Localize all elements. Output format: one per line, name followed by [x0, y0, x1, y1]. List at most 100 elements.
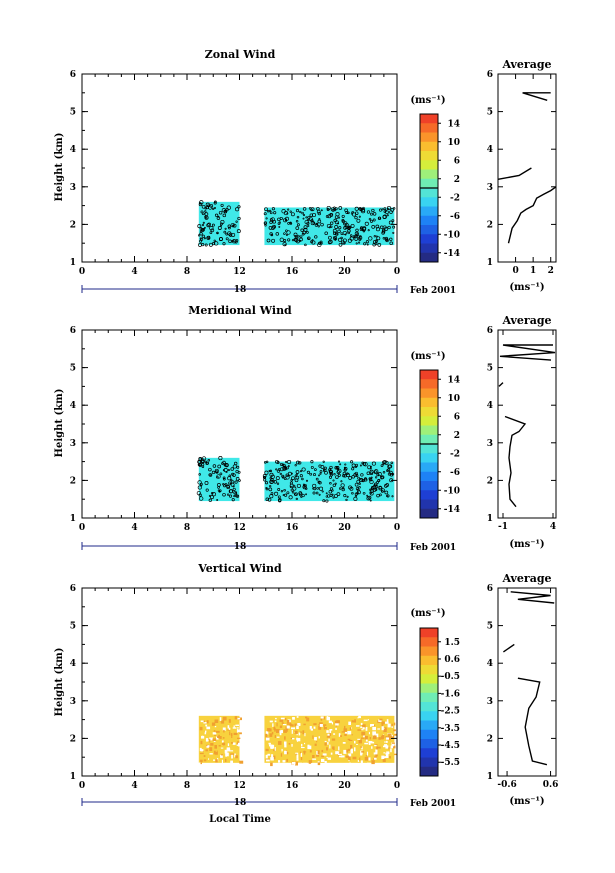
speckle-mark	[203, 722, 207, 724]
speckle-mark	[294, 727, 295, 730]
contour-mark	[275, 476, 280, 481]
speckle-mark	[349, 727, 351, 730]
speckle-mark	[391, 725, 393, 728]
contour-mark	[363, 242, 367, 246]
speckle-mark	[232, 727, 237, 729]
speckle-mark	[223, 742, 225, 746]
speckle-mark	[383, 752, 386, 754]
contour-mark	[217, 464, 222, 469]
contour-mark	[337, 473, 341, 477]
speckle-mark	[300, 731, 302, 733]
contour-mark	[269, 211, 273, 215]
y-tick-label: 2	[70, 220, 76, 230]
contour-mark	[230, 222, 235, 228]
contour-mark	[339, 463, 342, 466]
colorbar-band	[420, 225, 438, 235]
speckle-mark	[200, 759, 203, 763]
speckle-mark	[336, 720, 340, 724]
speckle-mark	[393, 745, 396, 749]
speckle-mark	[270, 762, 273, 767]
contour-mark	[276, 461, 280, 464]
contour-mark	[197, 460, 201, 464]
speckle-mark	[382, 759, 386, 762]
x-tick-label: 20	[338, 523, 351, 533]
speckle-mark	[384, 741, 388, 743]
contour-mark	[354, 215, 358, 220]
contour-mark	[346, 495, 349, 498]
x-tick-label: 0	[79, 781, 85, 791]
speckle-mark	[284, 744, 287, 748]
speckle-mark	[372, 735, 377, 740]
contour-mark	[228, 226, 231, 230]
contour-mark	[358, 215, 361, 218]
speckle-mark	[304, 733, 306, 737]
speckle-mark	[344, 725, 346, 729]
colorbar-band	[420, 508, 438, 519]
contour-mark	[367, 495, 372, 500]
contour-mark	[275, 468, 278, 471]
speckle-mark	[373, 758, 375, 761]
speckle-mark	[348, 758, 351, 761]
contour-mark	[318, 493, 321, 496]
contour-mark	[220, 203, 224, 207]
speckle-mark	[348, 721, 351, 725]
data-region	[198, 457, 240, 502]
contour-mark	[222, 477, 226, 481]
speckle-mark	[312, 755, 315, 759]
contour-mark	[213, 201, 217, 205]
speckle-mark	[214, 745, 217, 749]
speckle-mark	[346, 749, 349, 753]
contour-mark	[214, 200, 217, 204]
contour-mark	[325, 499, 329, 503]
speckle-mark	[227, 729, 231, 731]
contour-mark	[304, 243, 307, 247]
contour-mark	[288, 495, 293, 500]
contour-mark	[223, 210, 228, 214]
speckle-mark	[291, 744, 293, 747]
y-tick-label: 2	[70, 476, 76, 486]
contour-mark	[388, 470, 393, 475]
contour-mark	[345, 498, 348, 502]
speckle-mark	[360, 760, 363, 764]
speckle-mark	[362, 724, 366, 728]
speckle-mark	[328, 738, 330, 742]
profile-x-tick-label: 0	[512, 266, 518, 276]
contour-mark	[264, 470, 269, 475]
contour-mark	[334, 225, 339, 229]
contour-mark	[334, 493, 338, 498]
contour-mark	[273, 211, 277, 215]
speckle-mark	[265, 731, 269, 735]
speckle-mark	[292, 717, 295, 720]
contour-mark	[317, 225, 320, 228]
speckle-mark	[332, 746, 335, 750]
speckle-mark	[296, 758, 299, 761]
contour-mark	[199, 482, 203, 486]
profile-line	[497, 167, 532, 180]
speckle-mark	[310, 760, 313, 763]
contour-mark	[362, 206, 365, 210]
contour-mark	[235, 207, 240, 212]
speckle-mark	[298, 732, 301, 736]
speckle-mark	[321, 717, 323, 721]
speckle-mark	[284, 741, 287, 745]
speckle-mark	[384, 727, 387, 730]
speckle-mark	[233, 725, 235, 728]
contour-mark	[348, 485, 353, 490]
contour-mark	[272, 219, 277, 224]
contour-mark	[378, 486, 383, 491]
colorbar-tick-label: -4.5	[441, 741, 460, 751]
speckle-mark	[235, 724, 239, 726]
contour-mark	[369, 488, 374, 493]
speckle-mark	[236, 727, 239, 729]
colorbar-band	[420, 407, 438, 417]
speckle-mark	[390, 735, 393, 737]
profile-frame	[497, 73, 557, 263]
contour-mark	[371, 208, 375, 213]
colorbar-band	[420, 160, 438, 170]
contour-mark	[337, 468, 342, 474]
y-tick-label: 4	[70, 659, 76, 669]
contour-mark	[210, 492, 214, 495]
contour-mark	[358, 486, 361, 489]
profile-frame	[497, 587, 557, 777]
speckle-mark	[360, 752, 363, 756]
